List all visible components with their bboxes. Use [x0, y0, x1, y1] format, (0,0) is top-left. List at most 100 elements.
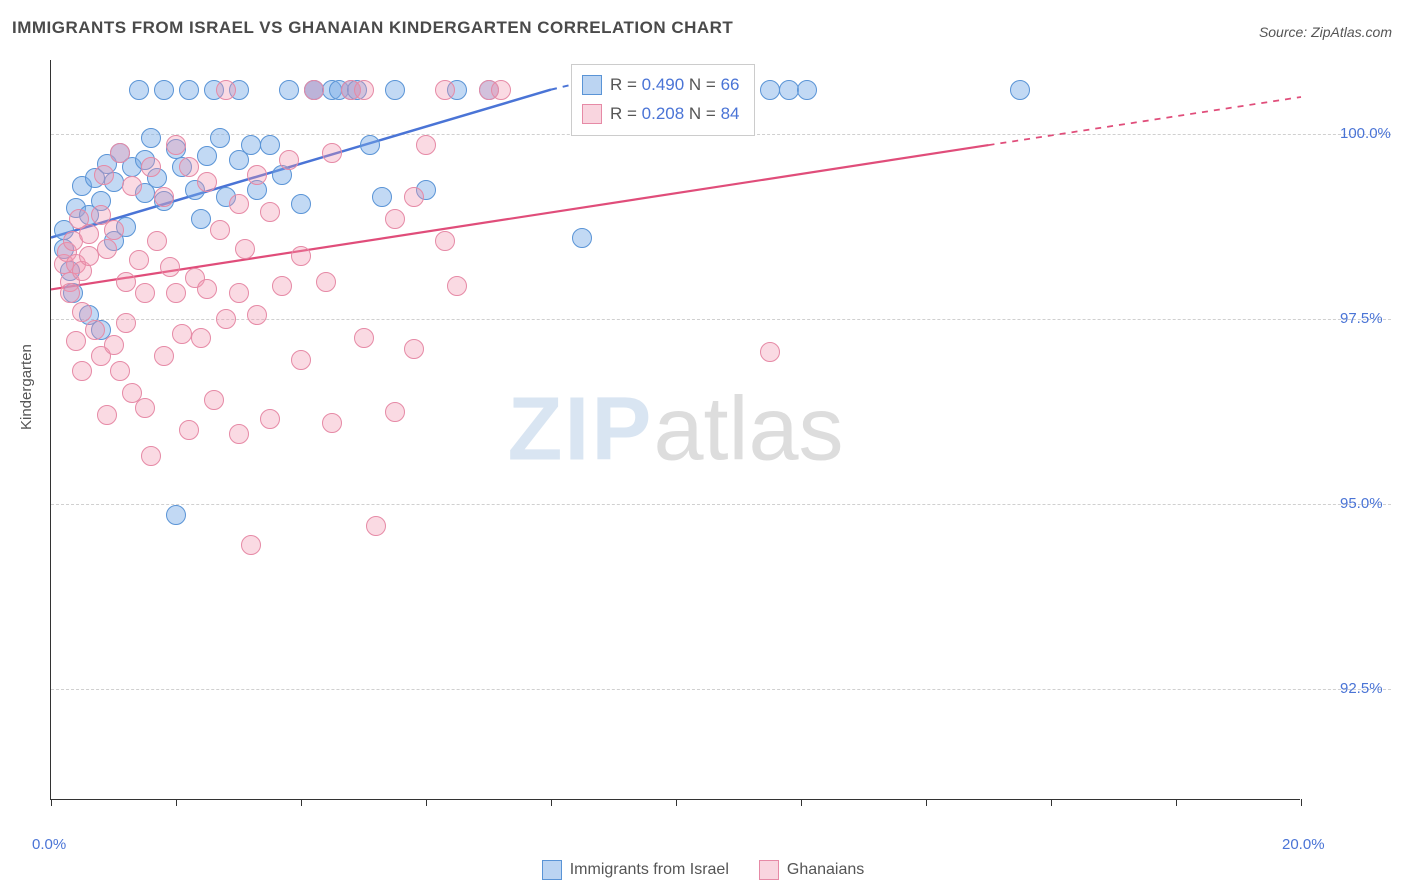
data-point-ghanaians: [247, 305, 267, 325]
x-tick: [51, 799, 52, 806]
bottom-legend: Immigrants from Israel Ghanaians: [0, 860, 1406, 880]
data-point-ghanaians: [60, 283, 80, 303]
legend-item: Immigrants from Israel: [542, 860, 729, 880]
data-point-ghanaians: [216, 80, 236, 100]
x-tick: [301, 799, 302, 806]
source-attribution: Source: ZipAtlas.com: [1259, 24, 1392, 40]
data-point-ghanaians: [154, 187, 174, 207]
data-point-ghanaians: [272, 276, 292, 296]
legend-swatch-blue: [542, 860, 562, 880]
data-point-ghanaians: [141, 446, 161, 466]
data-point-ghanaians: [435, 231, 455, 251]
data-point-ghanaians: [94, 165, 114, 185]
data-point-israel: [154, 80, 174, 100]
data-point-ghanaians: [291, 246, 311, 266]
data-point-israel: [166, 505, 186, 525]
data-point-ghanaians: [166, 283, 186, 303]
legend-swatch-blue: [582, 75, 602, 95]
plot-area: ZIPatlas R = 0.490 N = 66R = 0.208 N = 8…: [50, 60, 1300, 800]
data-point-ghanaians: [141, 157, 161, 177]
data-point-ghanaians: [79, 246, 99, 266]
legend-item: Ghanaians: [759, 860, 864, 880]
y-tick-label: 97.5%: [1340, 310, 1383, 327]
data-point-ghanaians: [404, 187, 424, 207]
data-point-ghanaians: [291, 350, 311, 370]
data-point-ghanaians: [79, 224, 99, 244]
data-point-ghanaians: [179, 420, 199, 440]
data-point-israel: [291, 194, 311, 214]
data-point-ghanaians: [191, 328, 211, 348]
data-point-ghanaians: [97, 239, 117, 259]
data-point-ghanaians: [204, 390, 224, 410]
legend-swatch-pink: [759, 860, 779, 880]
x-tick-label: 0.0%: [32, 836, 66, 853]
data-point-ghanaians: [404, 339, 424, 359]
data-point-ghanaians: [229, 194, 249, 214]
data-point-ghanaians: [354, 328, 374, 348]
stats-box: R = 0.490 N = 66R = 0.208 N = 84: [571, 64, 755, 136]
legend-label: Immigrants from Israel: [570, 861, 729, 879]
data-point-ghanaians: [385, 209, 405, 229]
data-point-ghanaians: [85, 320, 105, 340]
data-point-ghanaians: [110, 361, 130, 381]
data-point-ghanaians: [104, 335, 124, 355]
data-point-ghanaians: [354, 80, 374, 100]
data-point-ghanaians: [760, 342, 780, 362]
data-point-ghanaians: [322, 413, 342, 433]
data-point-ghanaians: [72, 361, 92, 381]
data-point-ghanaians: [116, 313, 136, 333]
data-point-israel: [179, 80, 199, 100]
data-point-israel: [141, 128, 161, 148]
data-point-ghanaians: [216, 309, 236, 329]
data-point-ghanaians: [116, 272, 136, 292]
x-tick: [551, 799, 552, 806]
data-point-israel: [1010, 80, 1030, 100]
stats-text: R = 0.208 N = 84: [610, 100, 740, 129]
data-point-israel: [129, 80, 149, 100]
data-point-ghanaians: [110, 143, 130, 163]
legend-label: Ghanaians: [787, 861, 864, 879]
data-point-ghanaians: [247, 165, 267, 185]
data-point-ghanaians: [129, 250, 149, 270]
data-point-ghanaians: [385, 402, 405, 422]
data-point-ghanaians: [210, 220, 230, 240]
y-axis-label: Kindergarten: [18, 344, 35, 430]
data-point-israel: [260, 135, 280, 155]
data-point-ghanaians: [229, 424, 249, 444]
data-point-israel: [779, 80, 799, 100]
data-point-israel: [372, 187, 392, 207]
x-tick: [426, 799, 427, 806]
data-point-ghanaians: [147, 231, 167, 251]
data-point-ghanaians: [229, 283, 249, 303]
data-point-israel: [197, 146, 217, 166]
data-point-ghanaians: [316, 272, 336, 292]
data-point-ghanaians: [416, 135, 436, 155]
data-point-ghanaians: [97, 405, 117, 425]
x-tick: [926, 799, 927, 806]
data-point-ghanaians: [160, 257, 180, 277]
data-point-ghanaians: [322, 143, 342, 163]
data-point-israel: [241, 135, 261, 155]
data-point-israel: [797, 80, 817, 100]
data-point-ghanaians: [447, 276, 467, 296]
x-tick: [1176, 799, 1177, 806]
x-tick-label: 20.0%: [1282, 836, 1325, 853]
data-point-israel: [191, 209, 211, 229]
x-tick: [676, 799, 677, 806]
data-point-ghanaians: [279, 150, 299, 170]
data-point-ghanaians: [197, 279, 217, 299]
chart-title: IMMIGRANTS FROM ISRAEL VS GHANAIAN KINDE…: [12, 18, 733, 38]
x-tick: [1051, 799, 1052, 806]
data-point-ghanaians: [166, 135, 186, 155]
data-point-ghanaians: [197, 172, 217, 192]
data-point-ghanaians: [135, 398, 155, 418]
data-point-israel: [360, 135, 380, 155]
y-tick-label: 92.5%: [1340, 680, 1383, 697]
data-point-ghanaians: [122, 176, 142, 196]
data-point-ghanaians: [260, 409, 280, 429]
data-point-israel: [279, 80, 299, 100]
y-tick-label: 100.0%: [1340, 125, 1391, 142]
stats-text: R = 0.490 N = 66: [610, 71, 740, 100]
data-point-ghanaians: [491, 80, 511, 100]
data-point-ghanaians: [260, 202, 280, 222]
